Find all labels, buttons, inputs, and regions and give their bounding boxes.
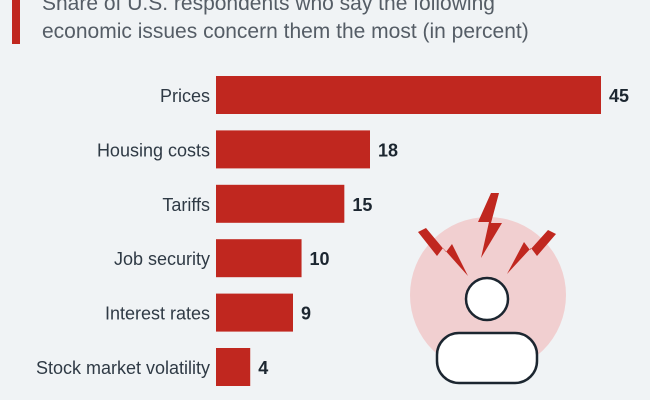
category-label: Job security <box>114 249 210 269</box>
chart-title-line-2: economic issues concern them the most (i… <box>42 20 529 43</box>
category-label: Prices <box>160 86 210 106</box>
title-accent-bar <box>12 0 20 44</box>
value-label: 15 <box>352 195 372 215</box>
chart-title: Share of U.S. respondents who say the fo… <box>42 0 642 46</box>
bar-stock-market-volatility <box>216 348 251 386</box>
chart-title-line-1: Share of U.S. respondents who say the fo… <box>42 0 495 15</box>
value-label: 4 <box>258 358 268 378</box>
person-head-icon <box>464 276 510 322</box>
value-label: 9 <box>301 304 311 324</box>
bar-job-security <box>216 239 302 278</box>
category-label: Housing costs <box>97 140 210 160</box>
lightning-bolt-icon <box>478 193 502 258</box>
lightning-bolt-icon <box>418 228 468 276</box>
category-label: Tariffs <box>162 195 210 215</box>
bar-prices <box>216 76 601 114</box>
bar-tariffs <box>216 184 345 223</box>
value-label: 45 <box>609 86 629 106</box>
lightning-bolt-icon <box>507 230 556 274</box>
person-body-icon <box>435 331 539 385</box>
category-label: Stock market volatility <box>36 358 210 378</box>
bar-housing-costs <box>216 130 370 169</box>
value-label: 18 <box>378 140 398 160</box>
value-label: 10 <box>310 249 330 269</box>
bar-interest-rates <box>216 293 293 332</box>
category-label: Interest rates <box>105 304 210 324</box>
